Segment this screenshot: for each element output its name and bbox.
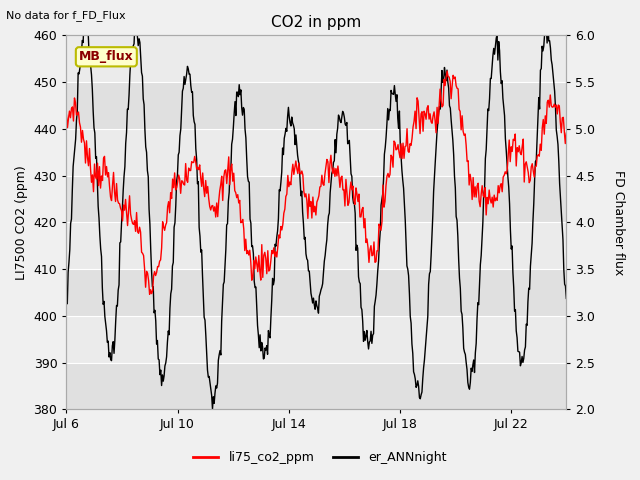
Bar — [67, 362, 566, 409]
Bar — [67, 36, 566, 82]
Bar — [67, 222, 566, 269]
Bar — [67, 176, 566, 222]
Bar — [67, 316, 566, 362]
Y-axis label: LI7500 CO2 (ppm): LI7500 CO2 (ppm) — [15, 165, 28, 280]
Text: MB_flux: MB_flux — [79, 50, 134, 63]
Y-axis label: FD Chamber flux: FD Chamber flux — [612, 170, 625, 275]
Bar — [67, 82, 566, 129]
Text: No data for f_FD_Flux: No data for f_FD_Flux — [6, 10, 126, 21]
Title: CO2 in ppm: CO2 in ppm — [271, 15, 362, 30]
Bar — [67, 269, 566, 316]
Legend: li75_co2_ppm, er_ANNnight: li75_co2_ppm, er_ANNnight — [188, 446, 452, 469]
Bar — [67, 129, 566, 176]
